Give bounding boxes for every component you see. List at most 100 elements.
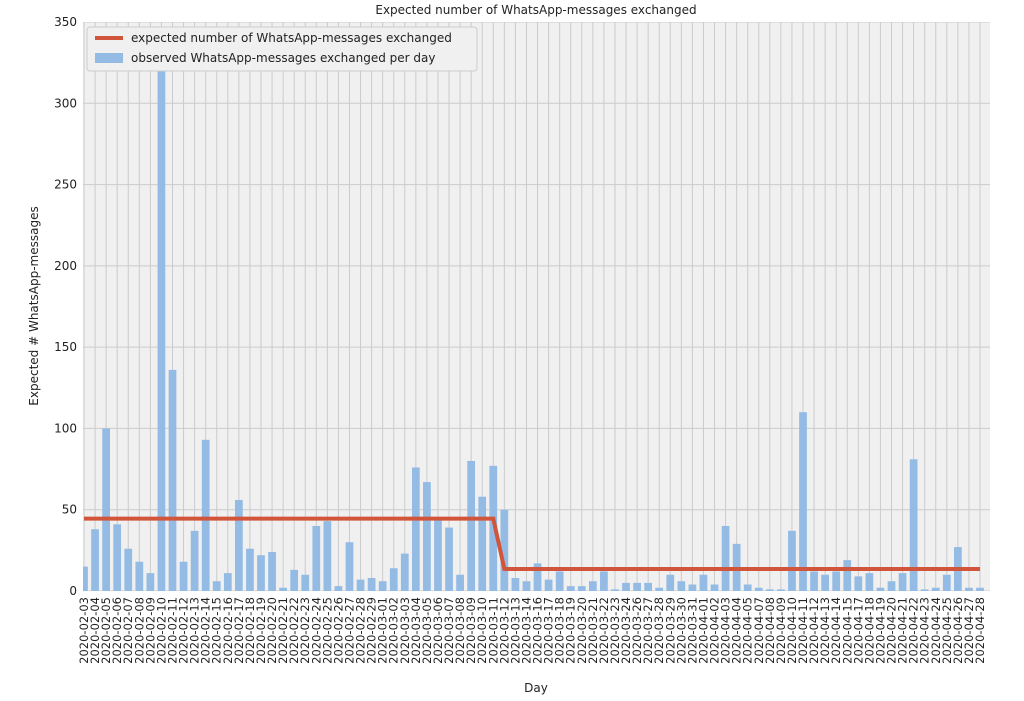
bar [268,551,276,591]
x-tick-label: 2020-04-02 [708,597,722,664]
bar [489,465,498,591]
x-tick-label: 2020-04-13 [818,597,832,664]
x-tick-label: 2020-02-03 [77,597,91,664]
y-tick-label: 150 [54,340,77,354]
x-tick-label: 2020-02-14 [199,597,213,664]
bar [633,582,641,591]
x-tick-label: 2020-03-07 [442,597,456,664]
x-tick-label: 2020-02-18 [243,597,257,664]
x-tick-label: 2020-04-15 [840,597,854,664]
x-tick-label: 2020-02-16 [221,597,235,664]
x-tick-label: 2020-03-05 [420,597,434,664]
bar [600,571,608,591]
x-tick-label: 2020-03-13 [508,597,522,664]
x-tick-label: 2020-02-25 [320,597,334,664]
x-tick-label: 2020-03-11 [486,597,500,664]
x-tick-label: 2020-04-17 [851,597,865,664]
legend-label: expected number of WhatsApp-messages exc… [131,31,452,45]
x-tick-label: 2020-03-20 [575,597,589,664]
bar [423,482,431,591]
bar [467,460,476,591]
x-tick-label: 2020-03-21 [586,597,600,664]
bar [854,576,863,591]
x-tick-label: 2020-04-24 [929,597,943,664]
bar [843,560,852,591]
bar [356,579,365,591]
bar [942,574,951,591]
x-tick-label: 2020-03-29 [663,597,677,664]
bar [611,589,619,591]
x-tick-label: 2020-02-29 [365,597,379,664]
bar [743,584,752,591]
x-tick-label: 2020-03-06 [431,597,445,664]
line [84,516,980,572]
x-tick-label: 2020-02-07 [121,597,135,664]
bar [799,412,807,591]
bar [334,586,343,591]
bar [135,561,144,591]
bar [323,521,332,591]
x-tick-label: 2020-04-05 [741,597,755,664]
bar [124,548,133,591]
x-tick-label: 2020-02-09 [143,597,157,664]
x-tick-label: 2020-02-08 [132,597,146,664]
x-tick-label: 2020-02-20 [265,597,279,664]
y-tick-label: 50 [62,503,77,517]
x-tick-label: 2020-03-09 [464,597,478,664]
chart-title: Expected number of WhatsApp-messages exc… [375,3,696,17]
x-tick-label: 2020-03-22 [597,597,611,664]
x-tick-label: 2020-04-11 [796,597,810,664]
x-tick-label: 2020-02-17 [232,597,246,664]
x-tick-label: 2020-04-18 [862,597,876,664]
x-tick-label: 2020-02-26 [331,597,345,664]
bar [400,553,409,591]
x-tick-label: 2020-03-03 [398,597,412,664]
bar [257,555,265,591]
x-tick-label: 2020-03-08 [453,597,467,664]
x-tick-label: 2020-03-26 [630,597,644,664]
x-tick-label: 2020-03-12 [497,597,511,664]
bar [965,587,973,591]
bar [522,581,531,591]
bar [721,525,730,591]
x-tick-label: 2020-04-28 [973,597,987,664]
x-tick-label: 2020-02-11 [165,597,179,664]
bar [566,586,575,591]
x-axis-label: Day [524,681,548,695]
x-tick-label: 2020-03-30 [674,597,688,664]
bar [588,581,597,591]
x-tick-label: 2020-02-15 [210,597,224,664]
x-tick-label: 2020-03-24 [619,597,633,664]
x-tick-label: 2020-02-19 [254,597,268,664]
bar [91,529,99,591]
bar [190,530,199,591]
bar [478,496,487,591]
x-tick-label: 2020-04-22 [907,597,921,664]
bar [865,573,874,591]
x-tick-label: 2020-04-07 [752,597,766,664]
x-tick-label: 2020-04-08 [763,597,777,664]
bar [301,574,310,591]
legend-swatch [95,53,123,63]
legend-box [86,26,478,72]
bar [378,581,387,591]
x-tick-label: 2020-03-28 [652,597,666,664]
bar [201,439,210,591]
bar [212,581,221,591]
x-tick-label: 2020-04-23 [918,597,932,664]
bar [290,569,299,591]
bar [710,584,719,591]
bar [367,577,376,591]
x-tick-label: 2020-03-27 [641,597,655,664]
bar [246,548,254,591]
bar [577,586,586,591]
x-tick-label: 2020-02-21 [276,597,290,664]
bar [312,525,321,591]
bar [146,573,155,591]
x-tick-label: 2020-02-06 [110,597,124,664]
x-tick-label: 2020-04-01 [696,597,710,664]
bar [688,584,697,591]
x-tick-label: 2020-03-17 [542,597,556,664]
x-tick-label: 2020-02-27 [342,597,356,664]
x-tick-label: 2020-04-14 [829,597,843,664]
